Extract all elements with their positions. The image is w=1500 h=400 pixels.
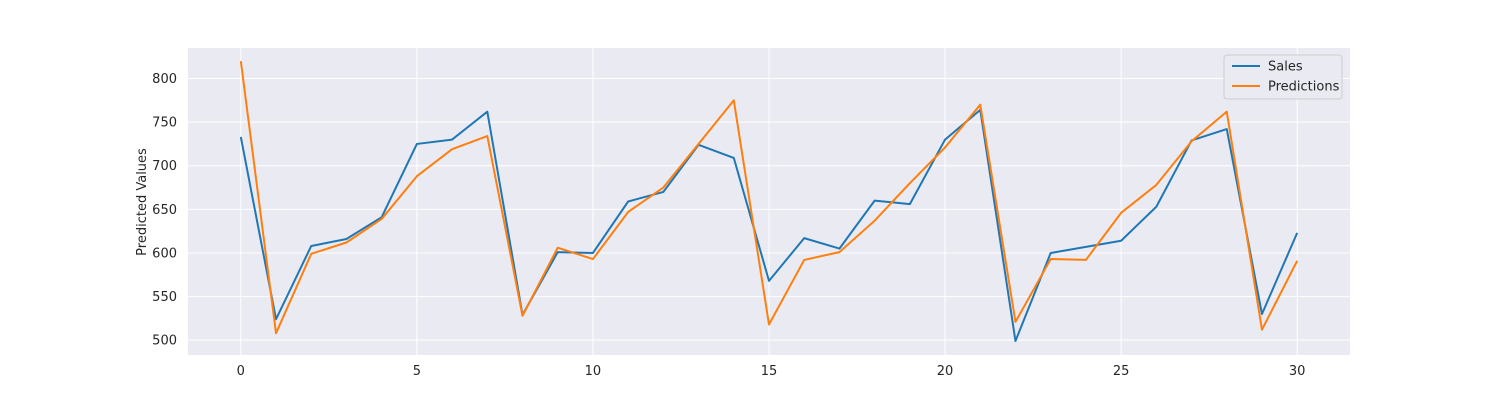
x-tick-10: 10	[585, 364, 602, 379]
legend: Sales Predictions	[1223, 54, 1343, 100]
x-tick-labels: 0 5 10 15 20 25 30	[237, 364, 1306, 379]
y-tick-600: 600	[152, 246, 177, 261]
y-axis-label: Predicted Values	[135, 148, 150, 256]
series-line-predictions	[239, 60, 1299, 335]
y-tick-700: 700	[152, 159, 177, 174]
x-tick-25: 25	[1113, 364, 1130, 379]
y-tick-800: 800	[152, 72, 177, 87]
y-tick-labels: 500 550 600 650 700 750 800	[152, 72, 177, 349]
grid-lines	[188, 48, 1350, 355]
x-tick-20: 20	[937, 364, 954, 379]
x-tick-0: 0	[237, 364, 245, 379]
y-tick-650: 650	[152, 203, 177, 218]
y-tick-500: 500	[152, 334, 177, 349]
series-line-sales	[239, 108, 1299, 343]
y-tick-550: 550	[152, 290, 177, 305]
legend-label-sales: Sales	[1268, 60, 1303, 75]
x-tick-30: 30	[1289, 364, 1306, 379]
legend-label-predictions: Predictions	[1268, 80, 1340, 95]
y-tick-750: 750	[152, 116, 177, 131]
x-tick-5: 5	[413, 364, 421, 379]
x-tick-15: 15	[761, 364, 778, 379]
series-lines	[239, 60, 1299, 343]
